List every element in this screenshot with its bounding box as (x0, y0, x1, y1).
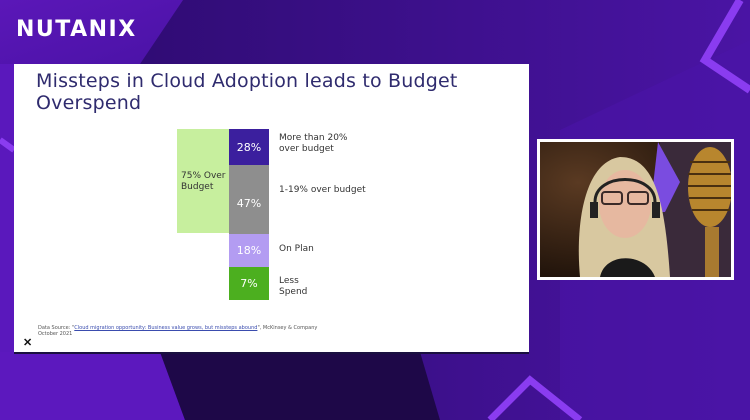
source-prefix: Data Source: " (38, 325, 75, 331)
bar-segment-over-20: 28% (229, 129, 269, 165)
segment-value: 18% (236, 244, 262, 257)
segment-label-1-19: 1-19% over budget (279, 185, 366, 196)
over-budget-label: 75% Over Budget (181, 171, 229, 193)
presentation-slide: Missteps in Cloud Adoption leads to Budg… (14, 64, 529, 352)
bar-segment-1-19: 47% (229, 165, 269, 234)
bar-segment-less-spend: 7% (229, 267, 269, 300)
presenter-webcam (537, 139, 734, 280)
segment-value: 7% (240, 277, 258, 290)
label-line1: 1-19% over budget (279, 185, 366, 195)
data-source-note: Data Source: "Cloud migration opportunit… (38, 325, 318, 337)
slide-title: Missteps in Cloud Adoption leads to Budg… (36, 70, 458, 114)
bracket-line1: 75% Over (181, 171, 226, 181)
source-link[interactable]: Cloud migration opportunity: Business va… (74, 325, 258, 331)
label-line1: Less (279, 276, 299, 286)
presenter-video-icon (540, 142, 731, 277)
over-budget-bracket: 75% Over Budget (177, 129, 229, 233)
label-line2: over budget (279, 144, 334, 154)
source-date: October 2021 (38, 331, 73, 337)
label-line2: Spend (279, 287, 308, 297)
label-line1: More than 20% (279, 133, 348, 143)
bracket-line2: Budget (181, 182, 214, 192)
source-suffix: ", McKinsey & Company (257, 325, 318, 331)
segment-label-over-20: More than 20% over budget (279, 133, 348, 155)
segment-value: 47% (236, 197, 262, 210)
nutanix-x-mark-icon: ✕ (23, 337, 33, 349)
nutanix-logo: NUTANIX (16, 17, 137, 42)
label-line1: On Plan (279, 244, 314, 254)
bar-segment-on-plan: 18% (229, 234, 269, 267)
segment-label-less-spend: Less Spend (279, 276, 307, 298)
segment-label-on-plan: On Plan (279, 244, 314, 255)
segment-value: 28% (236, 140, 262, 154)
